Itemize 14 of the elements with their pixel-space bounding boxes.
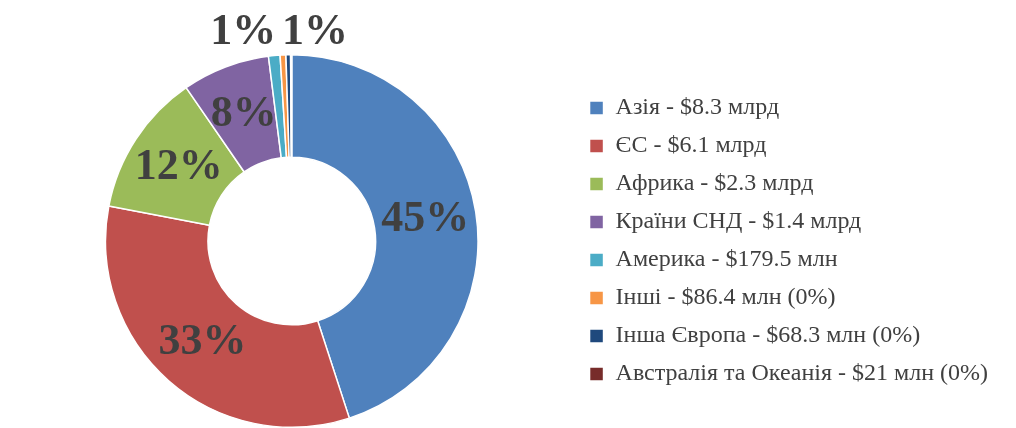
data-label: 8% <box>210 87 277 137</box>
legend-label: Африка - $2.3 млрд <box>615 169 814 196</box>
data-label: 1% <box>282 5 348 55</box>
data-label: 45% <box>381 192 470 242</box>
data-label: 33% <box>158 314 247 364</box>
data-label: 1% <box>210 5 277 55</box>
data-label: 12% <box>134 139 223 189</box>
legend-label: Америка - $179.5 млн <box>615 245 838 272</box>
legend-label: ЄС - $6.1 млрд <box>615 131 767 158</box>
legend-label: Азія - $8.3 млрд <box>615 93 780 120</box>
legend-label: Австралія та Океанія - $21 млн (0%) <box>615 359 989 386</box>
legend-label: Інша Європа - $68.3 млн (0%) <box>615 321 921 348</box>
legend-label: Країни СНД - $1.4 млрд <box>615 207 862 234</box>
legend-label: Інші - $86.4 млн (0%) <box>615 283 836 310</box>
